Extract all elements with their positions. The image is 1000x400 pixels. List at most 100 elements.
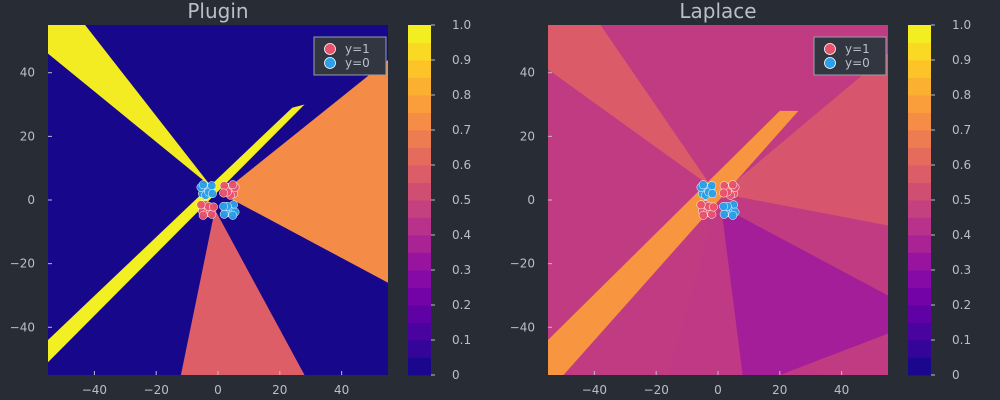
point-y1	[698, 210, 708, 220]
legend-label-y0: y=0	[345, 56, 370, 70]
plot-area-plugin	[48, 25, 388, 375]
colorbar-tick-label: 0.9	[952, 53, 971, 67]
point-y1	[728, 180, 738, 190]
point-y0	[719, 201, 729, 211]
colorbar-band	[408, 357, 431, 376]
colorbar-band	[908, 357, 931, 376]
x-tick-label: 20	[772, 383, 787, 397]
y-tick-label: −20	[510, 257, 535, 271]
point-y0	[707, 181, 717, 191]
region-bottom-wedge	[180, 209, 305, 375]
region-diagonal-band	[48, 104, 305, 363]
point-y0	[728, 210, 738, 220]
colorbar-band	[908, 60, 931, 78]
y-tick-label: 40	[520, 66, 535, 80]
colorbar-band	[908, 42, 931, 61]
colorbar-band	[908, 235, 931, 253]
colorbar-band	[408, 270, 431, 288]
panel-plugin: Plugin −40 −20 0 20 40 −40 −20 0 20 40 0 0.1 0.2 0.…	[10, 0, 471, 397]
colorbar-band	[408, 252, 431, 271]
colorbar-tick-label: 1.0	[952, 18, 971, 32]
colorbar-band	[908, 287, 931, 306]
point-y0	[228, 210, 238, 220]
y-tick-label: 0	[527, 193, 535, 207]
colorbar-band	[908, 147, 931, 166]
legend-box	[313, 36, 387, 76]
colorbar-band	[908, 112, 931, 131]
legend-laplace: y=1 y=0	[813, 36, 887, 76]
x-tick-label: −40	[582, 383, 607, 397]
colorbar-tick-label: 0	[952, 368, 960, 382]
colorbar-band	[408, 217, 431, 236]
colorbar-tick-label: 0.6	[452, 158, 471, 172]
x-tick-label: −20	[144, 383, 169, 397]
colorbar-tick-label: 0.3	[452, 263, 471, 277]
region-diagonal-band	[548, 110, 799, 376]
legend-marker-y0	[824, 57, 836, 69]
x-tick-label: 40	[334, 383, 349, 397]
region-right-wedge	[721, 53, 888, 226]
region-lower-right-band	[721, 206, 888, 375]
colorbar-band	[408, 95, 431, 113]
colorbar-band	[908, 182, 931, 201]
y-tick-label: −40	[510, 320, 535, 334]
x-tick-label: 40	[834, 383, 849, 397]
colorbar-band	[908, 270, 931, 288]
colorbar-band	[908, 130, 931, 148]
point-y0	[198, 180, 208, 190]
point-y1	[207, 209, 217, 219]
colorbar-band	[408, 235, 431, 253]
point-y1	[707, 209, 717, 219]
colorbar-band	[908, 165, 931, 183]
colorbar-band	[408, 42, 431, 61]
legend-marker-y0	[324, 57, 336, 69]
colorbar-band	[408, 322, 431, 341]
x-tick-label: 0	[714, 383, 722, 397]
point-y1	[208, 202, 218, 212]
colorbar-plugin: 0 0.1 0.2 0.3 0.4 0.5 0.6 0.7 0.8 0.9 1.0	[408, 18, 471, 382]
colorbar-tick-label: 0.5	[952, 193, 971, 207]
colorbar-band	[908, 217, 931, 236]
colorbar-band	[908, 25, 931, 43]
colorbar-band	[908, 322, 931, 341]
colorbar-tick-label: 0.8	[452, 88, 471, 102]
point-y0	[707, 189, 717, 199]
colorbar-tick-label: 0.2	[952, 298, 971, 312]
legend-label-y1: y=1	[845, 42, 870, 56]
point-y0	[219, 209, 229, 219]
y-tick-label: 20	[20, 129, 35, 143]
colorbar-band	[408, 25, 431, 43]
point-y0	[207, 181, 217, 191]
legend-marker-y1	[824, 43, 836, 55]
legend-marker-y1	[324, 43, 336, 55]
point-y0	[698, 180, 708, 190]
panel-title-plugin: Plugin	[187, 0, 248, 23]
x-tick-label: −20	[644, 383, 669, 397]
colorbar-tick-label: 0.4	[952, 228, 971, 242]
colorbar-band	[408, 200, 431, 218]
colorbar-tick-label: 0.1	[952, 333, 971, 347]
legend-label-y1: y=1	[345, 42, 370, 56]
colorbar-band	[408, 182, 431, 201]
colorbar-tick-label: 0.4	[452, 228, 471, 242]
point-y1	[228, 180, 238, 190]
legend-box	[813, 36, 887, 76]
colorbar-tick-label: 0.7	[452, 123, 471, 137]
colorbar-tick-label: 0.1	[452, 333, 471, 347]
point-y1	[708, 202, 718, 212]
colorbar-tick-label: 1.0	[452, 18, 471, 32]
colorbar-band	[408, 112, 431, 131]
colorbar-tick-label: 0	[452, 368, 460, 382]
region-right-wedge	[221, 60, 388, 283]
colorbar-tick-label: 0.2	[452, 298, 471, 312]
colorbar-tick-label: 0.3	[952, 263, 971, 277]
colorbar-tick-label: 0.8	[952, 88, 971, 102]
colorbar-band	[408, 165, 431, 183]
point-y0	[207, 189, 217, 199]
x-tick-label: 20	[272, 383, 287, 397]
colorbar-band	[408, 130, 431, 148]
y-tick-label: 0	[27, 193, 35, 207]
colorbar-band	[908, 200, 931, 218]
region-upper-left-wedge	[48, 25, 212, 188]
